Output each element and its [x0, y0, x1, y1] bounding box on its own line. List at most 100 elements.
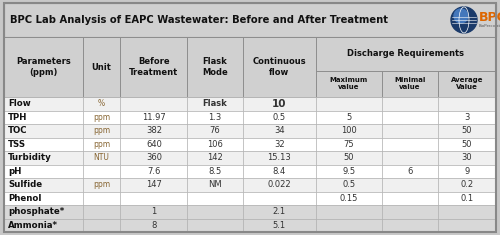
Bar [82, 124, 120, 137]
Text: 0.1: 0.1 [460, 194, 473, 203]
Text: 360: 360 [146, 153, 162, 162]
Bar [316, 205, 382, 219]
Text: NM: NM [208, 180, 222, 189]
Bar [82, 192, 120, 205]
Bar [82, 137, 120, 151]
Bar [120, 178, 188, 192]
Bar [120, 124, 188, 137]
Bar [316, 111, 382, 124]
Bar [242, 97, 316, 111]
Bar [4, 37, 82, 97]
Text: TSS: TSS [8, 140, 26, 149]
Text: Unit: Unit [92, 63, 112, 71]
Text: 50: 50 [462, 140, 472, 149]
Bar [438, 97, 496, 111]
Text: 100: 100 [341, 126, 357, 135]
Bar [120, 164, 188, 178]
Bar [242, 178, 316, 192]
Bar [82, 205, 120, 219]
Bar [316, 137, 382, 151]
Text: NTU: NTU [94, 153, 110, 162]
Bar [82, 97, 120, 111]
Bar [316, 219, 382, 232]
Text: Discharge Requirements: Discharge Requirements [348, 49, 465, 58]
Circle shape [451, 7, 477, 33]
Bar [242, 205, 316, 219]
Text: BioPercolation: BioPercolation [479, 24, 500, 28]
Bar [242, 37, 316, 97]
Bar [120, 137, 188, 151]
Bar [4, 178, 82, 192]
Text: %: % [98, 99, 105, 108]
Text: 6: 6 [408, 167, 413, 176]
Text: Before
Treatment: Before Treatment [130, 57, 178, 77]
Bar [82, 164, 120, 178]
Bar [4, 97, 82, 111]
Bar [4, 124, 82, 137]
Bar [188, 192, 242, 205]
Text: Average
Value: Average Value [450, 78, 483, 90]
Bar [438, 219, 496, 232]
Bar [120, 97, 188, 111]
Text: 32: 32 [274, 140, 284, 149]
Text: 11.97: 11.97 [142, 113, 166, 122]
Bar [382, 178, 438, 192]
Text: 34: 34 [274, 126, 284, 135]
Text: 8.5: 8.5 [208, 167, 222, 176]
Text: Parameters
(ppm): Parameters (ppm) [16, 57, 70, 77]
Bar [188, 151, 242, 164]
Text: 0.5: 0.5 [272, 113, 285, 122]
Bar [438, 192, 496, 205]
Bar [382, 151, 438, 164]
Bar [438, 137, 496, 151]
Bar [188, 97, 242, 111]
Text: 2.1: 2.1 [272, 207, 285, 216]
Text: Turbidity: Turbidity [8, 153, 52, 162]
Text: BPC: BPC [479, 12, 500, 24]
Text: 76: 76 [210, 126, 220, 135]
Text: 7.6: 7.6 [147, 167, 160, 176]
Bar [120, 151, 188, 164]
Text: 1.3: 1.3 [208, 113, 222, 122]
Bar [4, 137, 82, 151]
Bar [188, 137, 242, 151]
Text: 5.1: 5.1 [272, 221, 285, 230]
Text: ppm: ppm [93, 126, 110, 135]
Bar [4, 151, 82, 164]
Text: Flask: Flask [202, 99, 228, 108]
Text: 30: 30 [462, 153, 472, 162]
Text: 9: 9 [464, 167, 469, 176]
Text: 5: 5 [346, 113, 352, 122]
Text: 10: 10 [272, 99, 286, 109]
Bar [4, 111, 82, 124]
Text: phosphate*: phosphate* [8, 207, 64, 216]
Bar [188, 37, 242, 97]
Bar [242, 111, 316, 124]
Bar [382, 205, 438, 219]
Text: Flask
Mode: Flask Mode [202, 57, 228, 77]
Text: 8.4: 8.4 [272, 167, 285, 176]
Bar [188, 178, 242, 192]
Bar [4, 205, 82, 219]
Text: TPH: TPH [8, 113, 28, 122]
Text: 382: 382 [146, 126, 162, 135]
Text: Ammonia*: Ammonia* [8, 221, 58, 230]
Bar [438, 124, 496, 137]
Bar [188, 219, 242, 232]
Text: 15.13: 15.13 [267, 153, 291, 162]
Bar [438, 205, 496, 219]
Bar [382, 97, 438, 111]
Text: Minimal
value: Minimal value [394, 78, 426, 90]
Bar [242, 164, 316, 178]
Text: 147: 147 [146, 180, 162, 189]
Text: 3: 3 [464, 113, 469, 122]
Circle shape [454, 9, 468, 23]
Text: 142: 142 [207, 153, 223, 162]
Bar [438, 111, 496, 124]
Bar [242, 192, 316, 205]
Bar [316, 164, 382, 178]
Bar [316, 151, 382, 164]
Bar [316, 97, 382, 111]
Bar [242, 124, 316, 137]
Bar [188, 205, 242, 219]
